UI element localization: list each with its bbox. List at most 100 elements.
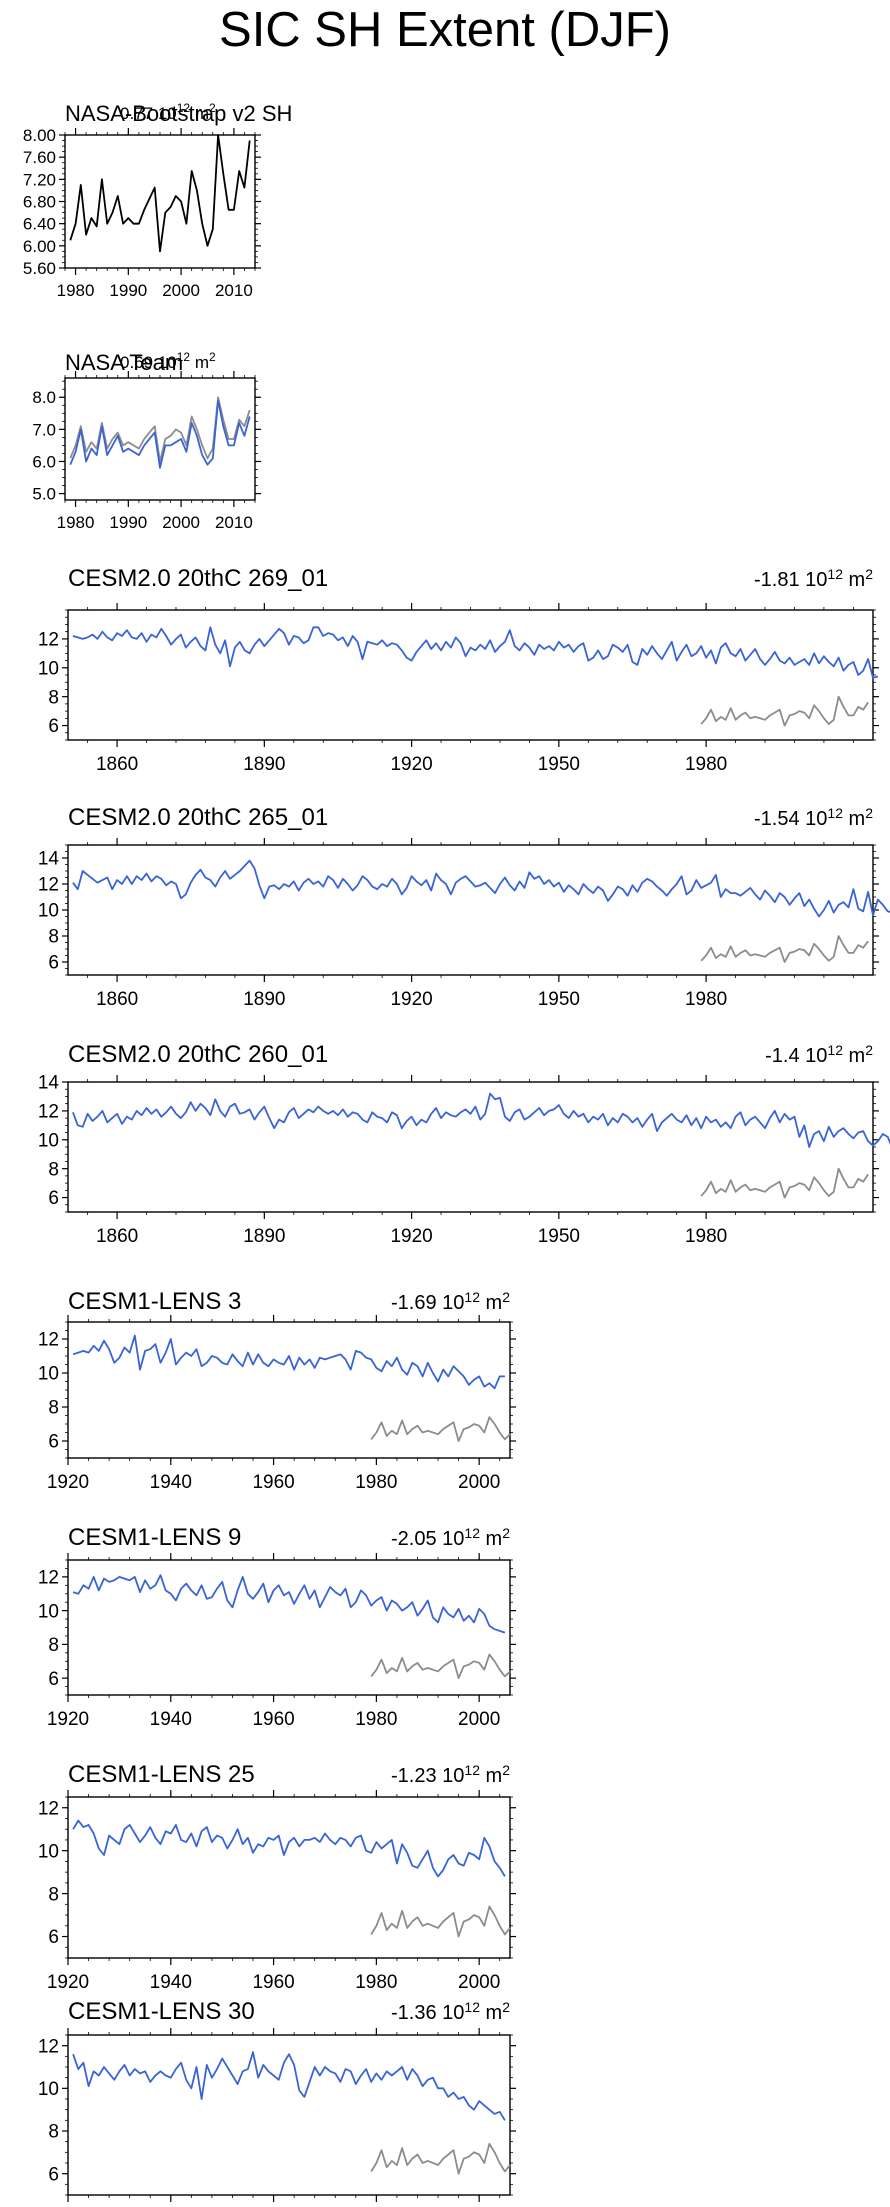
panel-title: CESM1-LENS 30 <box>68 1998 255 2025</box>
x-tick-label: 1920 <box>390 989 432 1010</box>
series-line-1 <box>370 1905 511 1938</box>
y-tick-label: 8 <box>48 1635 59 1656</box>
y-tick-label: 12 <box>38 1102 59 1123</box>
series-line-0 <box>72 1334 505 1390</box>
trend-unit2: m <box>190 104 209 123</box>
y-tick-label: 6 <box>48 1927 59 1948</box>
x-tick-label: 1890 <box>243 1226 285 1247</box>
trend-label: -1.81 1012 m2 <box>754 566 873 591</box>
x-tick-label: 1960 <box>252 1709 294 1730</box>
trend-unit2: m <box>843 1045 865 1067</box>
y-tick-label: 8 <box>48 1884 59 1905</box>
y-tick-label: 12 <box>38 875 59 896</box>
trend-value: -1.4 <box>765 1045 805 1067</box>
y-tick-label: 8.00 <box>23 126 56 145</box>
trend-exp2: 2 <box>502 1999 510 2015</box>
series-line-1 <box>700 1167 869 1199</box>
x-tick-label: 1940 <box>150 1472 192 1493</box>
plot-frame <box>67 1559 511 1696</box>
series-line-1 <box>370 2142 511 2175</box>
trend-unit: 10 <box>158 104 177 123</box>
panel-title: CESM1-LENS 25 <box>68 1761 255 1788</box>
x-tick-label: 1990 <box>109 281 147 300</box>
series-line-1 <box>370 1653 511 1679</box>
y-tick-label: 10 <box>38 658 59 679</box>
trend-value: 0.77 <box>120 104 158 123</box>
x-tick-label: 2000 <box>458 1972 500 1993</box>
series-line-0 <box>72 2051 506 2121</box>
panel-title: NASA-Bootstrap v2 SH <box>65 101 292 126</box>
trend-value: -2.05 <box>391 1528 442 1550</box>
y-tick-label: 12 <box>38 630 59 651</box>
trend-label: 0.69 1012 m2 <box>120 350 216 372</box>
x-tick-label: 2010 <box>215 513 253 532</box>
y-tick-label: 12 <box>38 1798 59 1819</box>
x-tick-label: 2000 <box>458 1709 500 1730</box>
trend-exp2: 2 <box>865 566 873 582</box>
y-tick-label: 6 <box>48 1188 59 1209</box>
y-tick-label: 10 <box>38 1130 59 1151</box>
plot-frame <box>67 609 874 741</box>
x-tick-label: 1920 <box>47 1472 89 1493</box>
y-tick-label: 6.0 <box>32 452 56 471</box>
x-tick-label: 1960 <box>252 1472 294 1493</box>
x-tick-label: 1980 <box>57 281 95 300</box>
series-line-1 <box>700 935 869 963</box>
x-tick-label: 1980 <box>685 754 727 775</box>
y-tick-label: 12 <box>38 1330 59 1351</box>
x-tick-label: 1990 <box>109 513 147 532</box>
trend-unit2: m <box>480 2002 502 2024</box>
y-tick-label: 12 <box>38 1568 59 1589</box>
y-tick-label: 8 <box>48 1398 59 1419</box>
trend-label: -1.54 1012 m2 <box>754 805 873 830</box>
trend-value: -1.81 <box>754 569 805 591</box>
trend-unit: 10 <box>805 808 827 830</box>
y-tick-label: 8 <box>48 687 59 708</box>
trend-exp: 12 <box>827 805 843 821</box>
trend-exp2: 2 <box>502 1289 510 1305</box>
y-tick-label: 8 <box>48 1159 59 1180</box>
y-tick-label: 6 <box>48 716 59 737</box>
x-tick-label: 2000 <box>458 1472 500 1493</box>
y-tick-label: 14 <box>38 849 60 870</box>
x-tick-label: 1980 <box>685 989 727 1010</box>
x-tick-label: 1960 <box>252 1972 294 1993</box>
y-tick-label: 6.80 <box>23 192 56 211</box>
plot-frame <box>67 1081 874 1213</box>
y-tick-label: 10 <box>38 1601 59 1622</box>
trend-unit2: m <box>843 808 865 830</box>
x-tick-label: 1920 <box>390 1226 432 1247</box>
x-tick-label: 1920 <box>47 1972 89 1993</box>
y-tick-label: 6.00 <box>23 237 56 256</box>
y-tick-label: 6 <box>48 1432 59 1453</box>
x-tick-label: 1950 <box>538 989 580 1010</box>
x-tick-label: 1890 <box>243 754 285 775</box>
x-tick-label: 1920 <box>47 1709 89 1730</box>
x-tick-label: 2000 <box>162 513 200 532</box>
panel-title: CESM1-LENS 3 <box>68 1288 241 1315</box>
y-tick-label: 7.0 <box>32 420 56 439</box>
y-tick-label: 7.20 <box>23 170 56 189</box>
trend-unit: 10 <box>442 1292 464 1314</box>
x-tick-label: 1890 <box>243 989 285 1010</box>
x-tick-label: 1860 <box>96 754 138 775</box>
trend-exp2: 2 <box>502 1762 510 1778</box>
panel-title: NASA Team <box>65 350 183 375</box>
plot-frame <box>67 1796 511 1959</box>
y-tick-label: 6.40 <box>23 215 56 234</box>
trend-unit: 10 <box>805 569 827 591</box>
y-tick-label: 8 <box>48 927 59 948</box>
x-tick-label: 1940 <box>150 1709 192 1730</box>
panel-title: CESM2.0 20thC 260_01 <box>68 1041 328 1068</box>
y-tick-label: 5.0 <box>32 485 56 504</box>
y-tick-label: 7.60 <box>23 148 56 167</box>
panel-title: CESM2.0 20thC 269_01 <box>68 565 328 592</box>
trend-value: -1.54 <box>754 808 805 830</box>
y-tick-label: 8 <box>48 2122 59 2143</box>
plot-frame <box>67 1321 511 1459</box>
series-line-1 <box>370 1416 511 1442</box>
plot-frame <box>67 2034 511 2196</box>
trend-value: -1.36 <box>391 2002 442 2024</box>
series-line-0 <box>72 1819 506 1878</box>
